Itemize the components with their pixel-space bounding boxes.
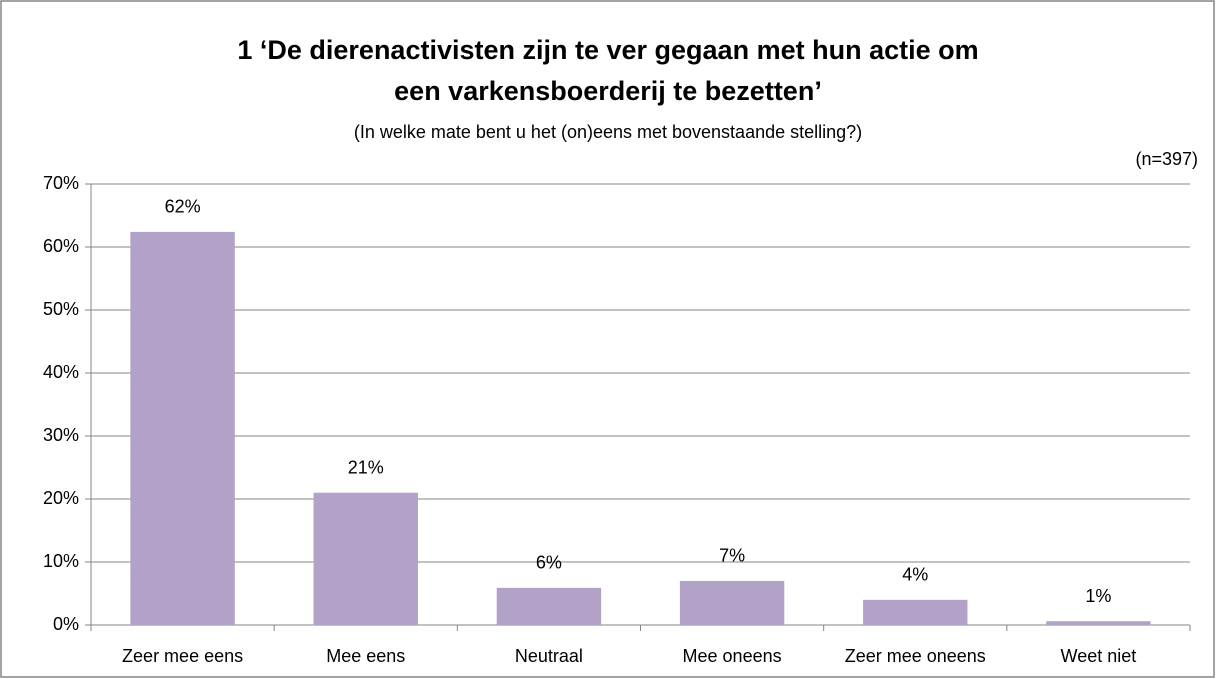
bar <box>679 580 785 625</box>
data-label: 7% <box>719 546 745 566</box>
y-tick-label: 60% <box>43 236 79 256</box>
bar <box>130 231 235 625</box>
bar <box>496 587 602 625</box>
x-tick-label: Weet niet <box>1061 646 1137 666</box>
x-tick-label: Neutraal <box>515 646 583 666</box>
data-label: 21% <box>348 457 384 477</box>
y-tick-label: 20% <box>43 488 79 508</box>
bar <box>1046 621 1151 625</box>
chart-subtitle: (In welke mate bent u het (on)eens met b… <box>354 122 862 142</box>
y-tick-label: 50% <box>43 299 79 319</box>
x-tick-label: Zeer mee oneens <box>845 646 986 666</box>
chart-title: 1 ‘De dierenactivisten zijn te ver gegaa… <box>237 35 978 65</box>
y-tick-label: 40% <box>43 362 79 382</box>
bar <box>313 492 418 625</box>
x-tick-label: Mee oneens <box>683 646 782 666</box>
y-tick-label: 30% <box>43 425 79 445</box>
chart-title: een varkensboerderij te bezetten’ <box>394 76 822 106</box>
data-label: 6% <box>536 553 562 573</box>
x-tick-label: Mee eens <box>326 646 405 666</box>
annotation: (n=397) <box>1135 149 1198 169</box>
data-label: 4% <box>902 565 928 585</box>
x-tick-label: Zeer mee eens <box>122 646 243 666</box>
y-tick-label: 10% <box>43 551 79 571</box>
data-label: 62% <box>165 197 201 217</box>
bar <box>863 599 968 625</box>
y-tick-label: 70% <box>43 173 79 193</box>
y-tick-label: 0% <box>53 614 79 634</box>
data-label: 1% <box>1085 586 1111 606</box>
